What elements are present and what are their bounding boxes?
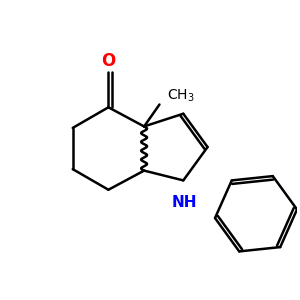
Text: NH: NH [172,195,197,210]
Text: CH$_3$: CH$_3$ [167,88,195,104]
Text: O: O [101,52,116,70]
